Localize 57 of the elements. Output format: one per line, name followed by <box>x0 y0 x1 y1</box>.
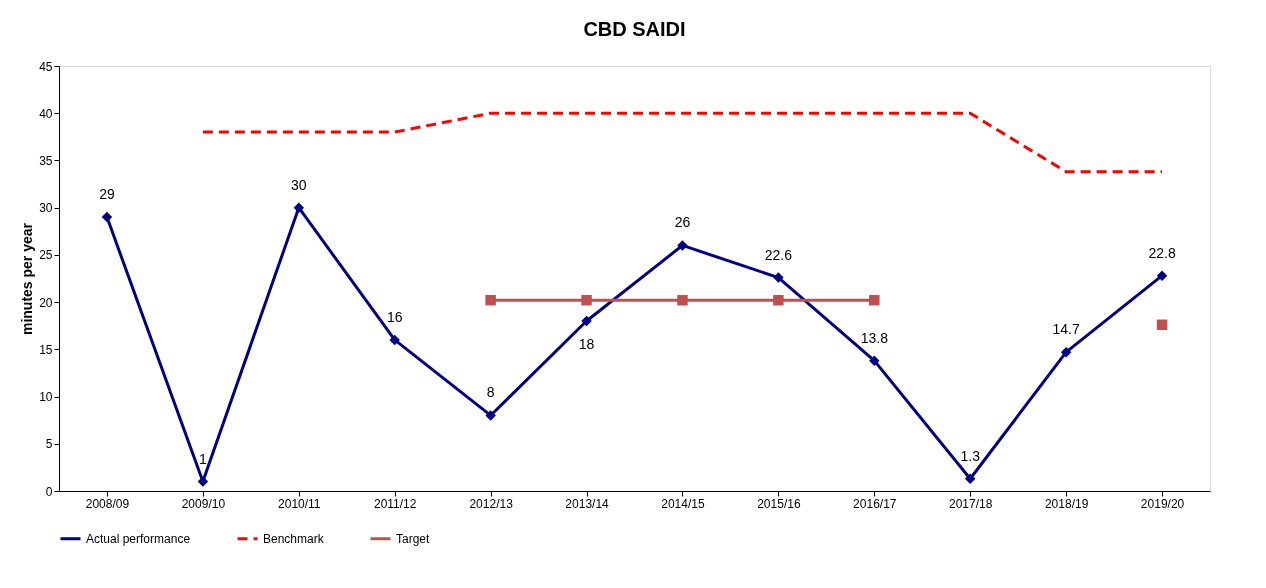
point <box>677 294 688 306</box>
point <box>869 294 880 306</box>
data-label: 13.8 <box>860 329 889 346</box>
x-tick-label: 2010/11 <box>278 496 321 511</box>
point <box>1156 319 1168 331</box>
x-tick-label: 2017/18 <box>949 496 993 511</box>
y-tick-label: 30 <box>39 201 53 216</box>
x-tick-label: 2014/15 <box>661 496 705 511</box>
y-tick-label: 5 <box>45 437 53 452</box>
y-axis-title: minutes per year <box>19 222 36 336</box>
x-tick-label: 2009/10 <box>181 496 226 511</box>
x-tick-label: 2012/13 <box>469 496 514 511</box>
point <box>389 334 400 346</box>
legend-label: Benchmark <box>263 531 325 546</box>
point <box>677 240 688 251</box>
legend-label: Target <box>396 531 431 546</box>
x-tick-label: 2011/12 <box>373 496 417 511</box>
y-tick-label: 25 <box>39 248 53 263</box>
y-tick-label: 45 <box>39 59 53 74</box>
point <box>773 294 784 306</box>
point <box>581 294 592 306</box>
data-label: 14.7 <box>1052 321 1080 338</box>
data-label: 1 <box>198 450 207 467</box>
legend-label: Actual performance <box>86 531 191 546</box>
point <box>1156 270 1168 281</box>
data-label: 8 <box>486 384 495 401</box>
point <box>869 355 880 366</box>
point <box>773 272 784 283</box>
point <box>101 211 113 223</box>
point <box>485 410 496 421</box>
y-tick-label: 15 <box>39 342 53 357</box>
data-label: 22.6 <box>764 246 793 263</box>
point <box>1060 346 1072 358</box>
point <box>485 294 496 306</box>
data-label: 22.8 <box>1148 244 1176 261</box>
x-tick-label: 2015/16 <box>757 496 801 511</box>
data-label: 26 <box>674 214 691 231</box>
chart-title: CBD SAIDI <box>583 18 686 40</box>
y-tick-label: 40 <box>39 106 53 121</box>
data-label: 18 <box>578 336 595 352</box>
x-tick-label: 2018/19 <box>1044 496 1089 511</box>
data-label: 29 <box>99 186 115 203</box>
y-tick-label: 0 <box>45 484 53 499</box>
y-tick-label: 35 <box>39 153 53 168</box>
point <box>293 202 305 213</box>
x-tick-label: 2016/17 <box>853 496 897 511</box>
data-label: 1.3 <box>960 447 981 464</box>
data-label: 16 <box>386 308 403 325</box>
y-tick-label: 10 <box>39 390 53 405</box>
point <box>964 473 976 484</box>
point <box>581 315 592 327</box>
x-tick-label: 2008/09 <box>85 496 130 511</box>
point <box>197 476 209 487</box>
x-tick-label: 2019/20 <box>1140 496 1185 511</box>
x-tick-label: 2013/14 <box>565 496 610 511</box>
data-label: 30 <box>291 176 307 193</box>
y-tick-label: 20 <box>39 295 53 310</box>
